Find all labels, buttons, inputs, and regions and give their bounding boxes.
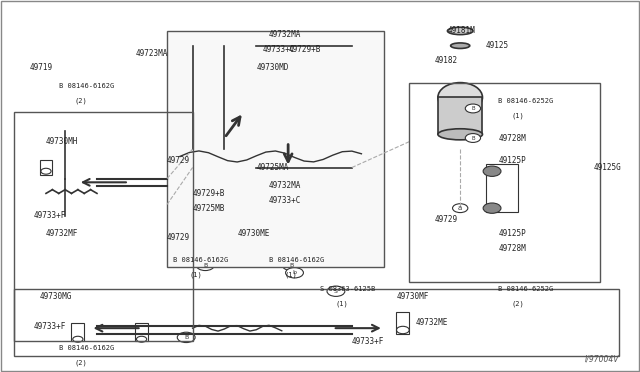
Text: 49730MG: 49730MG: [40, 292, 72, 301]
Text: (1): (1): [285, 271, 298, 278]
Text: B 08146-6162G: B 08146-6162G: [269, 257, 324, 263]
Text: 49733+C: 49733+C: [262, 45, 295, 54]
Text: 49732MF: 49732MF: [46, 230, 78, 238]
Bar: [486, 164, 518, 212]
Circle shape: [177, 332, 195, 343]
Circle shape: [185, 163, 200, 172]
Bar: [409, 83, 600, 282]
Text: (1): (1): [189, 271, 202, 278]
Text: 49182: 49182: [435, 56, 458, 65]
Text: S: S: [334, 289, 338, 294]
Bar: [135, 323, 148, 341]
Ellipse shape: [451, 43, 470, 48]
Bar: [14, 289, 620, 356]
Circle shape: [483, 166, 501, 176]
Text: 49729+B: 49729+B: [288, 45, 321, 54]
Text: 49125: 49125: [486, 41, 509, 50]
Circle shape: [327, 286, 345, 296]
Text: 49728M: 49728M: [499, 134, 526, 142]
Circle shape: [483, 203, 501, 213]
Circle shape: [465, 134, 481, 142]
Text: 49729: 49729: [167, 233, 190, 242]
Text: 49730MH: 49730MH: [46, 137, 78, 146]
Bar: [14, 112, 193, 341]
Text: 49729: 49729: [167, 155, 190, 165]
Text: B: B: [289, 263, 294, 268]
Text: 49733+F: 49733+F: [352, 337, 384, 346]
Text: (1): (1): [511, 113, 524, 119]
Bar: [72, 323, 84, 341]
Circle shape: [196, 260, 214, 270]
Text: (2): (2): [75, 360, 88, 366]
Circle shape: [285, 267, 303, 278]
Circle shape: [185, 89, 200, 98]
Text: B: B: [184, 335, 188, 340]
Text: 49125G: 49125G: [594, 163, 621, 172]
Text: B: B: [471, 135, 475, 141]
Text: 49732ME: 49732ME: [415, 318, 448, 327]
Text: 49732MA: 49732MA: [269, 182, 301, 190]
Ellipse shape: [438, 83, 483, 112]
Circle shape: [268, 174, 283, 183]
Ellipse shape: [447, 27, 473, 35]
Text: a: a: [458, 205, 462, 211]
Text: 49733+F: 49733+F: [33, 211, 66, 220]
Text: (2): (2): [511, 301, 524, 307]
Text: 49730MF: 49730MF: [396, 292, 429, 301]
Ellipse shape: [438, 129, 483, 140]
Text: B: B: [203, 263, 207, 268]
Bar: [438, 97, 483, 134]
Circle shape: [282, 260, 300, 270]
Bar: [40, 160, 52, 175]
Bar: [396, 311, 409, 334]
Text: 49723MA: 49723MA: [135, 49, 168, 58]
Text: B 08146-6252G: B 08146-6252G: [499, 98, 554, 104]
Text: 49125P: 49125P: [499, 230, 526, 238]
Text: 49733+C: 49733+C: [269, 196, 301, 205]
Text: B 08146-6252G: B 08146-6252G: [499, 286, 554, 292]
Text: 49181M: 49181M: [447, 26, 475, 35]
Text: 49728M: 49728M: [499, 244, 526, 253]
Text: 49730ME: 49730ME: [237, 230, 269, 238]
Text: B 08146-6162G: B 08146-6162G: [173, 257, 228, 263]
Bar: [167, 31, 384, 267]
Text: 49719: 49719: [30, 63, 53, 72]
Text: b: b: [292, 270, 296, 275]
Text: B 08146-6162G: B 08146-6162G: [59, 346, 114, 352]
Text: S 08363-6125B: S 08363-6125B: [320, 286, 375, 292]
Circle shape: [452, 204, 468, 212]
Text: B 08146-6162G: B 08146-6162G: [59, 83, 114, 89]
Text: I/97004V: I/97004V: [585, 354, 620, 363]
Text: 49732MA: 49732MA: [269, 30, 301, 39]
Text: 49730MD: 49730MD: [256, 63, 289, 72]
Circle shape: [248, 100, 264, 109]
Text: 49725MA: 49725MA: [256, 163, 289, 172]
Text: B: B: [471, 106, 475, 111]
Text: 49729: 49729: [435, 215, 458, 224]
Text: 49125P: 49125P: [499, 155, 526, 165]
Text: 49725MB: 49725MB: [193, 203, 225, 213]
Circle shape: [465, 104, 481, 113]
Text: 49733+F: 49733+F: [33, 322, 66, 331]
Text: (2): (2): [75, 98, 88, 104]
Text: (1): (1): [336, 301, 349, 307]
Text: 49729+B: 49729+B: [193, 189, 225, 198]
